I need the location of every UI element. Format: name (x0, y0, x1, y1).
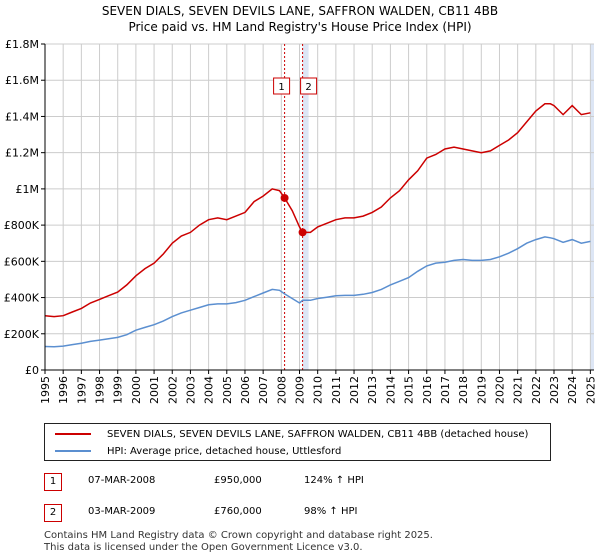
y-tick-label-0: £0 (25, 364, 39, 377)
x-tick-label-21: 2016 (421, 376, 434, 404)
sale-point-2 (298, 228, 307, 237)
legend-swatch-hpi (55, 450, 91, 452)
sale-date-1: 07-MAR-2008 (88, 475, 156, 486)
chart-marker-label-1: 1 (278, 82, 284, 93)
x-tick-label-2: 1997 (75, 376, 88, 404)
shaded-range-1 (302, 44, 309, 370)
x-tick-label-3: 1998 (94, 376, 107, 404)
footer-copyright: Contains HM Land Registry data © Crown c… (44, 530, 433, 541)
sale-date-2: 03-MAR-2009 (88, 506, 156, 517)
chart-subtitle: Price paid vs. HM Land Registry's House … (128, 20, 472, 34)
x-tick-label-29: 2024 (566, 376, 579, 404)
legend-item-property: SEVEN DIALS, SEVEN DEVILS LANE, SAFFRON … (55, 426, 528, 442)
footer-licence: This data is licensed under the Open Gov… (44, 542, 363, 553)
x-tick-label-5: 2000 (130, 376, 143, 404)
shaded-range-2 (590, 44, 594, 370)
y-tick-label-2: £400K (4, 292, 40, 305)
x-tick-label-26: 2021 (512, 376, 525, 404)
price-chart: 1 2 £0 £200K £400K £600K £800K £1M £1.2M £1.4M £1… (4, 38, 598, 404)
y-tick-label-5: £1M (16, 183, 40, 196)
x-tick-label-12: 2007 (257, 376, 270, 404)
sale-hpi-change-1: 124% ↑ HPI (304, 475, 364, 486)
x-tick-label-9: 2004 (203, 376, 216, 404)
chart-marker-box-1 (273, 77, 291, 95)
legend-item-hpi: HPI: Average price, detached house, Uttl… (55, 443, 341, 459)
x-tick-label-0: 1995 (39, 376, 52, 404)
sale-badge-1: 1 (44, 473, 62, 491)
x-tick-label-10: 2005 (221, 376, 234, 404)
legend-label-hpi: HPI: Average price, detached house, Uttl… (107, 445, 342, 457)
x-tick-label-4: 1999 (112, 376, 125, 404)
x-tick-label-23: 2018 (457, 376, 470, 404)
x-tick-label-30: 2025 (584, 376, 597, 404)
sale-point-1 (280, 193, 289, 202)
hpi-line (44, 236, 591, 348)
y-tick-label-4: £800K (4, 219, 40, 232)
x-tick-label-13: 2008 (275, 376, 288, 404)
sale-badge-2: 2 (44, 504, 62, 522)
x-tick-label-16: 2011 (330, 376, 343, 404)
y-tick-label-3: £600K (4, 255, 40, 268)
x-tick-label-7: 2002 (166, 376, 179, 404)
y-tick-label-7: £1.4M (5, 110, 39, 123)
chart-title: SEVEN DIALS, SEVEN DEVILS LANE, SAFFRON … (101, 4, 499, 18)
x-tick-label-18: 2013 (366, 376, 379, 404)
legend-swatch-property (55, 433, 91, 435)
x-tick-label-15: 2010 (312, 376, 325, 404)
chart-marker-label-2: 2 (305, 82, 311, 93)
x-tick-label-8: 2003 (184, 376, 197, 404)
sale-price-1: £950,000 (214, 475, 262, 486)
y-tick-label-6: £1.2M (5, 147, 39, 160)
x-tick-label-28: 2023 (548, 376, 561, 404)
legend: SEVEN DIALS, SEVEN DEVILS LANE, SAFFRON … (44, 423, 551, 461)
property-price-line (44, 103, 591, 318)
x-tick-label-6: 2001 (148, 376, 161, 404)
y-tick-label-1: £200K (4, 328, 40, 341)
sale-price-2: £760,000 (214, 506, 262, 517)
x-tick-label-25: 2020 (493, 376, 506, 404)
y-tick-label-9: £1.8M (5, 38, 39, 51)
x-tick-label-27: 2022 (530, 376, 543, 404)
sale-hpi-change-2: 98% ↑ HPI (304, 506, 358, 517)
chart-marker-box-2 (300, 77, 318, 95)
x-tick-label-14: 2009 (294, 376, 307, 404)
x-tick-label-24: 2019 (475, 376, 488, 404)
x-tick-label-17: 2012 (348, 376, 361, 404)
x-tick-label-1: 1996 (57, 376, 70, 404)
legend-label-property: SEVEN DIALS, SEVEN DEVILS LANE, SAFFRON … (107, 428, 529, 440)
x-tick-label-11: 2006 (239, 376, 252, 404)
y-tick-label-8: £1.6M (5, 74, 39, 87)
x-tick-label-19: 2014 (384, 376, 397, 404)
x-tick-label-20: 2015 (403, 376, 416, 404)
x-tick-label-22: 2017 (439, 376, 452, 404)
